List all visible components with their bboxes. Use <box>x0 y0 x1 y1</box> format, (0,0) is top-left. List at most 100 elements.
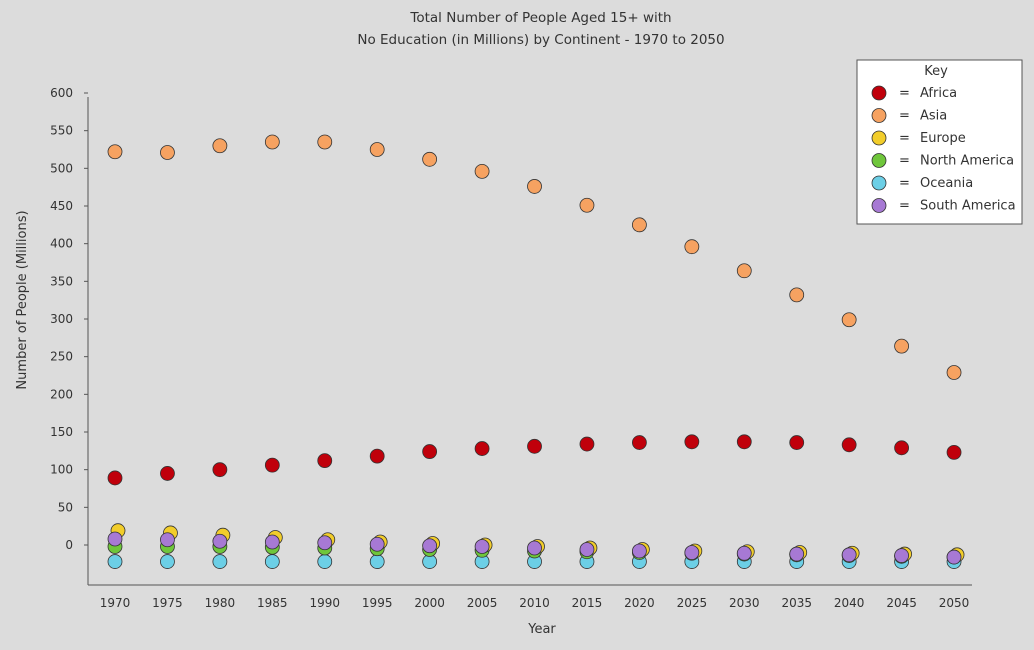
point-asia <box>369 142 385 157</box>
x-tick-label: 2005 <box>467 596 498 610</box>
point-africa <box>160 466 175 481</box>
y-tick-label: 100 <box>50 463 73 477</box>
x-axis-title: Year <box>527 622 556 637</box>
x-tick-label: 2000 <box>414 596 445 610</box>
point-asia <box>474 163 490 179</box>
x-ticks: 1970 1975 1980 1985 1990 1995 2000 2005 2010 2015… <box>100 596 970 610</box>
point-africa <box>107 470 123 486</box>
point-asia <box>107 144 123 160</box>
x-tick-label: 2050 <box>939 596 970 610</box>
legend-swatch-south-america <box>871 198 887 213</box>
x-tick-label: 2020 <box>624 596 655 610</box>
point-africa <box>369 448 385 464</box>
data-points <box>107 134 965 569</box>
x-tick-label: 1980 <box>205 596 236 610</box>
legend-label-asia: Asia <box>920 109 947 124</box>
legend-equals: = <box>899 109 910 124</box>
point-south-america <box>160 532 175 548</box>
y-tick-label: 450 <box>50 199 73 213</box>
y-tick-label: 150 <box>50 425 73 439</box>
legend: Key = Africa = Asia = Europe = North America = Oc… <box>856 59 1023 225</box>
point-asia <box>789 287 805 303</box>
y-tick-label: 350 <box>50 274 73 288</box>
point-asia <box>264 134 280 150</box>
legend-swatch-europe <box>871 130 887 146</box>
x-tick-label: 1995 <box>362 596 393 610</box>
point-africa <box>894 440 909 456</box>
x-tick-label: 2030 <box>729 596 760 610</box>
chart-title-line-2: No Education (in Millions) by Continent … <box>357 32 724 48</box>
legend-equals: = <box>899 131 910 146</box>
point-south-america <box>841 547 857 563</box>
point-asia <box>684 239 700 255</box>
legend-equals: = <box>899 199 910 214</box>
legend-swatch-north-america <box>871 153 887 168</box>
point-asia <box>422 151 438 167</box>
y-axis-title: Number of People (Millions) <box>15 210 30 389</box>
point-asia <box>894 338 909 354</box>
point-africa <box>946 444 962 460</box>
x-tick-label: 2010 <box>519 596 550 610</box>
point-south-america <box>527 540 542 556</box>
point-south-america <box>946 549 962 565</box>
point-south-america <box>422 538 438 554</box>
y-tick-label: 200 <box>50 387 73 401</box>
point-africa <box>736 434 752 450</box>
y-tick-label: 500 <box>50 161 73 175</box>
point-oceania <box>369 554 385 569</box>
point-asia <box>946 365 962 380</box>
point-south-america <box>369 536 385 552</box>
point-south-america <box>632 543 647 559</box>
chart-title: Total Number of People Aged 15+ with No E… <box>357 10 724 48</box>
point-africa <box>474 441 490 456</box>
point-africa <box>632 435 647 450</box>
legend-swatch-oceania <box>871 175 887 191</box>
legend-label-oceania: Oceania <box>920 176 973 191</box>
point-south-america <box>684 545 700 560</box>
point-africa <box>789 435 805 450</box>
legend-equals: = <box>899 176 910 191</box>
x-tick-label: 2040 <box>834 596 865 610</box>
point-africa <box>264 457 280 473</box>
legend-equals: = <box>899 154 910 169</box>
point-africa <box>212 462 228 478</box>
x-tick-label: 2035 <box>781 596 812 610</box>
point-oceania <box>317 554 333 569</box>
axes <box>87 97 972 586</box>
point-oceania <box>212 554 228 569</box>
point-south-america <box>107 531 123 547</box>
x-tick-label: 1990 <box>309 596 340 610</box>
x-tick-label: 2025 <box>677 596 708 610</box>
y-tick-label: 250 <box>50 350 73 364</box>
point-africa <box>841 437 857 453</box>
legend-label-south-america: South America <box>920 199 1016 214</box>
x-tick-label: 1985 <box>257 596 288 610</box>
point-asia <box>579 197 595 213</box>
point-africa <box>684 434 700 450</box>
point-south-america <box>212 533 228 549</box>
point-asia <box>632 217 647 233</box>
y-tick-label: 50 <box>58 500 73 514</box>
legend-label-europe: Europe <box>920 131 966 146</box>
point-asia <box>212 138 228 154</box>
legend-swatch-africa <box>871 85 887 101</box>
point-south-america <box>736 545 752 561</box>
point-oceania <box>107 554 123 569</box>
x-tick-label: 1970 <box>100 596 131 610</box>
x-tick-label: 2045 <box>886 596 917 610</box>
point-africa <box>579 436 595 452</box>
point-asia <box>317 134 333 150</box>
chart-title-line-1: Total Number of People Aged 15+ with <box>409 10 671 26</box>
point-south-america <box>474 539 490 554</box>
y-tick-label: 400 <box>50 237 73 251</box>
x-tick-label: 1975 <box>152 596 183 610</box>
point-asia <box>841 312 857 328</box>
point-south-america <box>264 534 280 550</box>
legend-title: Key <box>924 64 948 79</box>
point-asia <box>527 179 542 194</box>
x-tick-label: 2015 <box>572 596 603 610</box>
y-tick-label: 600 <box>50 86 73 100</box>
point-africa <box>527 438 542 454</box>
legend-equals: = <box>899 86 910 101</box>
